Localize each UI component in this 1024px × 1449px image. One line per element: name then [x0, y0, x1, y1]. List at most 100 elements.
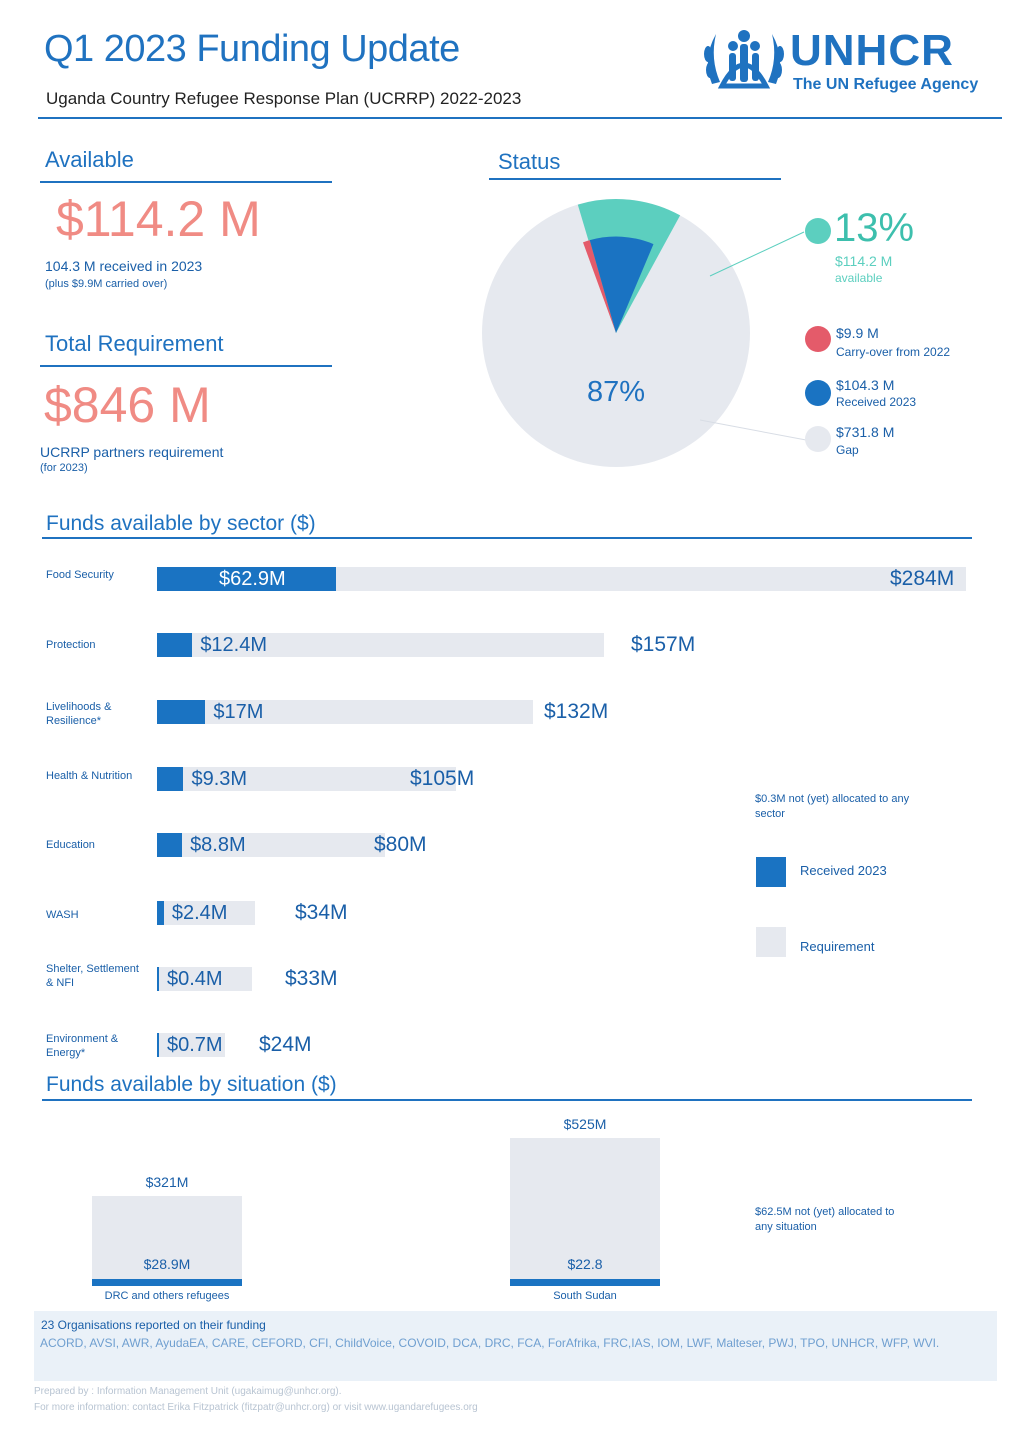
situation-received-bar [510, 1279, 660, 1286]
available-percent-label: 13% [834, 206, 915, 250]
requirement-amount: $846 M [44, 377, 211, 433]
page-title: Q1 2023 Funding Update [44, 28, 460, 70]
received-bar [157, 700, 206, 724]
available-note: 104.3 M received in 2023 [45, 258, 203, 274]
organisations-title: 23 Organisations reported on their fundi… [41, 1318, 266, 1332]
situation-heading: Funds available by situation ($) [46, 1073, 337, 1096]
prepared-by: Prepared by : Information Management Uni… [34, 1386, 342, 1397]
received-label: Received 2023 [836, 395, 917, 409]
situation-unallocated-note: $62.5M not (yet) allocated to any situat… [755, 1206, 895, 1233]
requirement-subnote: (for 2023) [40, 462, 88, 474]
received-value: $104.3 M [836, 377, 895, 393]
requirement-bar [157, 767, 457, 791]
sector-label: Shelter, Settlement & NFI [46, 963, 139, 989]
sector-label: Health & Nutrition [46, 770, 133, 782]
requirement-bar [157, 1033, 225, 1057]
requirement-bar [157, 700, 533, 724]
carryover-legend-dot [805, 326, 831, 352]
header-divider [38, 117, 1002, 119]
page-subtitle: Uganda Country Refugee Response Plan (UC… [46, 89, 522, 108]
received-value-label: $8.8M [190, 834, 246, 856]
requirement-value-label: $33M [285, 967, 338, 990]
requirement-bar [157, 967, 252, 991]
unhcr-logo-tagline: The UN Refugee Agency [793, 76, 979, 93]
status-pie-chart [482, 199, 831, 467]
received-bar [157, 1033, 159, 1057]
gap-percent-label: 87% [587, 376, 646, 408]
organisations-panel [34, 1311, 997, 1381]
available-amount: $114.2 M [56, 191, 261, 247]
organisations-list: ACORD, AVSI, AWR, AyudaEA, CARE, CEFORD,… [40, 1336, 940, 1350]
situation-requirement-bar [510, 1138, 660, 1286]
unhcr-logo-word: UNHCR [790, 26, 954, 75]
requirement-bar [157, 901, 255, 925]
status-divider [489, 178, 781, 180]
requirement-value-label: $80M [374, 833, 427, 856]
received-bar [157, 633, 193, 657]
received-legend-dot [805, 380, 831, 406]
available-amount-label: $114.2 M [835, 253, 893, 269]
pie-slice-carryover [582, 240, 616, 333]
available-subnote: (plus $9.9M carried over) [45, 278, 168, 290]
sector-divider [42, 537, 972, 539]
requirement-note: UCRRP partners requirement [40, 444, 224, 460]
sector-label: Livelihoods & Resilience* [46, 701, 112, 727]
sector-label: Food Security [46, 569, 114, 581]
situation-requirement-label: $525M [563, 1116, 607, 1132]
situation-category-label: DRC and others refugees [104, 1290, 230, 1302]
requirement-value-label: $132M [544, 700, 609, 723]
requirement-value-label: $105M [410, 767, 475, 790]
received-value-label: $17M [213, 701, 264, 723]
situation-requirement-bar [92, 1195, 242, 1286]
sector-unallocated-note: $0.3M not (yet) allocated to any sector [755, 793, 910, 820]
received-value-label: $0.4M [167, 968, 223, 990]
situation-requirement-label: $321M [145, 1173, 189, 1190]
gap-value: $731.8 M [836, 424, 895, 440]
available-heading: Available [45, 147, 134, 172]
sector-label: Protection [46, 639, 96, 651]
gap-legend-dot [805, 426, 831, 452]
unhcr-emblem-icon [704, 30, 784, 89]
situation-received-bar [92, 1279, 242, 1286]
received-value-label: $2.4M [171, 902, 228, 924]
requirement-legend-swatch [756, 927, 786, 957]
requirement-value-label: $24M [259, 1033, 312, 1056]
received-value-label: $0.7M [167, 1034, 223, 1056]
requirement-value-label: $34M [295, 901, 348, 924]
requirement-legend-label: Requirement [800, 939, 875, 954]
available-leader-line [709, 231, 805, 277]
carryover-label: Carry-over from 2022 [836, 345, 951, 359]
requirement-heading: Total Requirement [45, 331, 224, 356]
carryover-value: $9.9 M [836, 325, 879, 341]
sector-label: Education [46, 839, 95, 851]
received-value-label: $9.3M [191, 768, 248, 790]
situation-received-label: $28.9M [143, 1256, 191, 1272]
sector-heading: Funds available by sector ($) [46, 512, 316, 535]
received-bar [157, 767, 184, 791]
received-legend-label: Received 2023 [800, 863, 887, 878]
situation-divider [42, 1099, 972, 1101]
available-label: available [835, 271, 883, 285]
received-bar [157, 567, 337, 591]
received-bar [157, 967, 159, 991]
available-divider [40, 181, 332, 183]
received-legend-swatch [756, 857, 786, 887]
requirement-bar [157, 833, 385, 857]
requirement-divider [40, 365, 332, 367]
gap-label: Gap [836, 443, 859, 457]
sector-label: Environment & Energy* [46, 1033, 119, 1059]
gap-leader-line [699, 419, 807, 441]
requirement-value-label: $157M [631, 633, 696, 656]
situation-category-label: South Sudan [553, 1290, 617, 1302]
sector-label: WASH [46, 909, 79, 921]
more-info: For more information: contact Erika Fitz… [34, 1402, 478, 1413]
received-bar [157, 901, 164, 925]
requirement-value-label: $284M [890, 567, 955, 590]
received-value-label: $12.4M [200, 634, 268, 656]
received-value-label: $62.9M [219, 568, 286, 590]
status-heading: Status [498, 149, 561, 174]
available-legend-dot [805, 218, 831, 244]
received-bar [157, 833, 183, 857]
situation-received-label: $22.8 [567, 1256, 603, 1272]
requirement-bar [157, 633, 605, 657]
